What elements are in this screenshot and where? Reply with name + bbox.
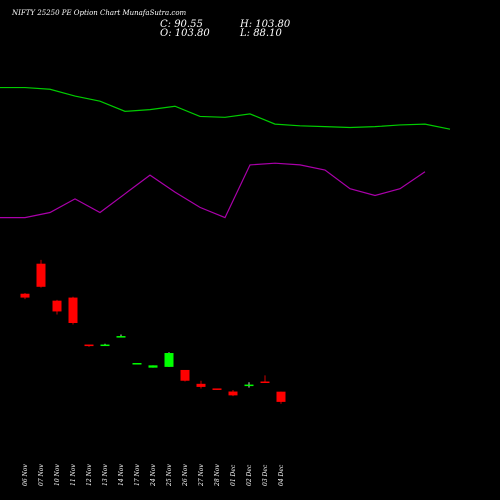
candle xyxy=(132,363,142,365)
x-tick-label: 11 Nov xyxy=(70,464,77,486)
x-tick-label: 27 Nov xyxy=(198,464,205,487)
candle xyxy=(68,296,78,325)
candle xyxy=(52,299,62,315)
x-tick-label: 25 Nov xyxy=(166,464,173,487)
x-tick-label: 01 Dec xyxy=(230,464,237,486)
candle xyxy=(100,343,110,347)
chart-title: NIFTY 25250 PE Option Chart MunafaSutra.… xyxy=(12,9,187,17)
x-tick-label: 12 Nov xyxy=(86,464,93,486)
low-readout: L: 88.10 xyxy=(240,28,282,39)
candle-body xyxy=(68,297,78,323)
candle-body xyxy=(260,381,270,384)
x-tick-label: 02 Dec xyxy=(246,464,253,486)
candle xyxy=(180,369,190,382)
x-tick-label: 14 Nov xyxy=(118,464,125,486)
candle-body xyxy=(196,383,206,387)
candle-body xyxy=(244,384,254,387)
candle xyxy=(196,380,206,389)
candle-body xyxy=(164,353,174,367)
candle xyxy=(164,352,174,367)
open-readout: O: 103.80 xyxy=(160,28,210,39)
high-readout: H: 103.80 xyxy=(240,19,291,30)
candle xyxy=(84,344,94,347)
candle-body xyxy=(84,344,94,347)
candle-body xyxy=(52,300,62,312)
candle xyxy=(212,388,222,390)
candle-body xyxy=(228,391,238,396)
x-tick-label: 06 Nov xyxy=(22,464,29,486)
x-tick-label: 03 Dec xyxy=(262,464,269,486)
candles-group xyxy=(20,259,286,404)
candle xyxy=(228,389,238,397)
candle-body xyxy=(276,391,286,402)
x-tick-label: 28 Nov xyxy=(214,464,221,487)
x-tick-label: 07 Nov xyxy=(38,464,45,486)
candle xyxy=(244,382,254,388)
candle xyxy=(148,365,158,368)
candle-body xyxy=(132,363,142,365)
x-axis-labels: 06 Nov 07 Nov 10 Nov 11 Nov 12 Nov 13 Nov 14 N… xyxy=(22,464,285,487)
candle-body xyxy=(20,293,30,298)
candle-body xyxy=(148,365,158,368)
x-tick-label: 26 Nov xyxy=(182,464,189,487)
x-tick-label: 04 Dec xyxy=(278,464,285,486)
x-tick-label: 24 Nov xyxy=(150,464,157,487)
candle xyxy=(260,375,270,384)
x-tick-label: 10 Nov xyxy=(54,464,61,486)
candle xyxy=(36,259,46,288)
candle-body xyxy=(116,336,126,338)
candle-body xyxy=(36,263,46,287)
candle-body xyxy=(180,369,190,381)
purple-indicator-line xyxy=(0,162,426,219)
green-indicator-line xyxy=(0,86,451,130)
x-tick-label: 13 Nov xyxy=(102,464,109,486)
candle xyxy=(20,292,30,300)
x-tick-label: 17 Nov xyxy=(134,464,141,486)
candle-body xyxy=(212,388,222,390)
candle xyxy=(276,391,286,404)
candle xyxy=(116,334,126,338)
candle-body xyxy=(100,344,110,347)
close-readout: C: 90.55 xyxy=(160,19,203,30)
